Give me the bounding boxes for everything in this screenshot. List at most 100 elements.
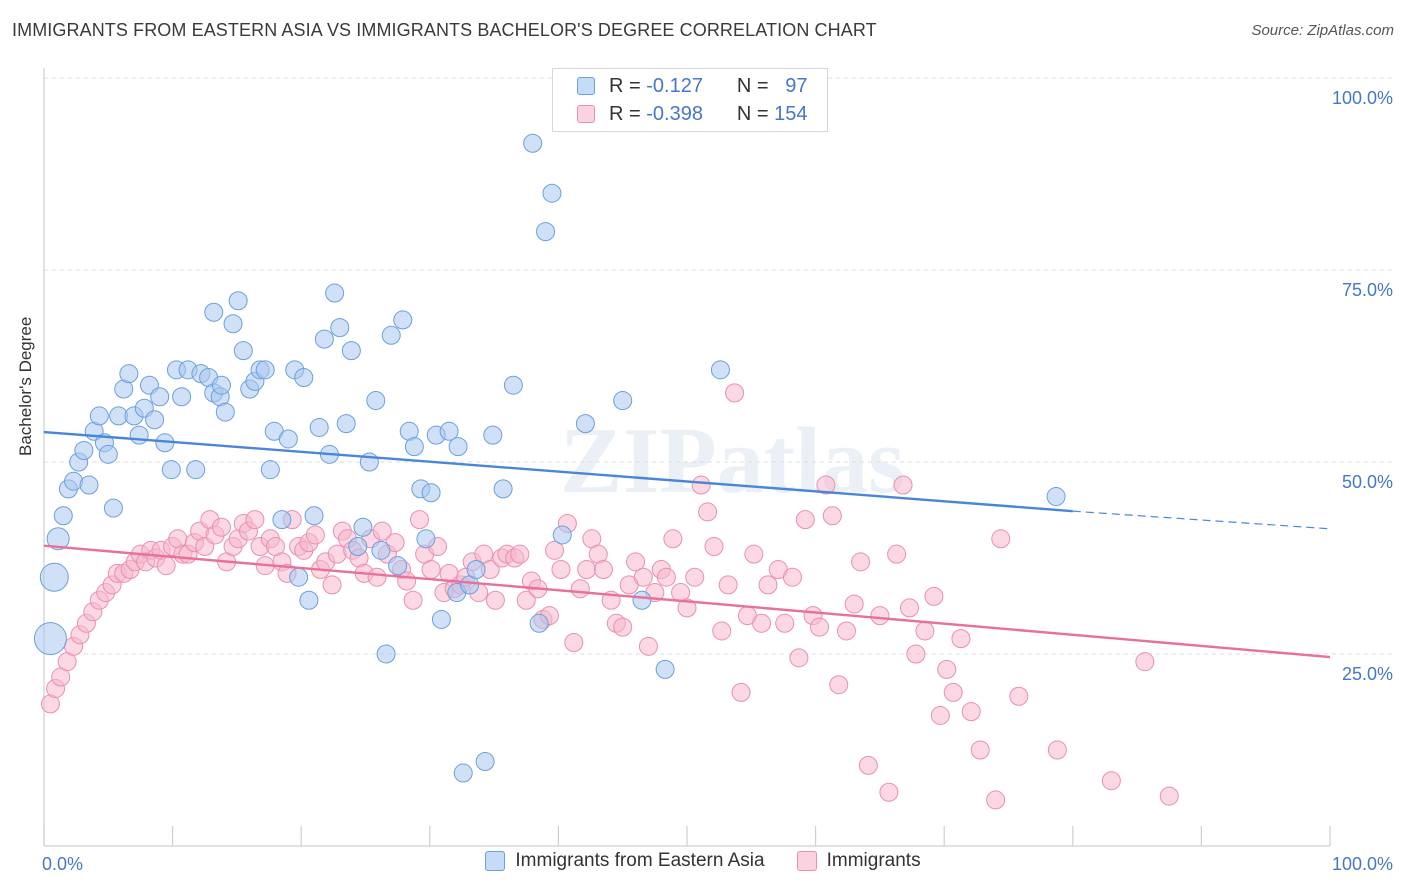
legend-n-label: N =: [736, 102, 769, 125]
legend-row-immigrants: R = -0.398 N = 154: [577, 101, 808, 127]
data-point: [570, 579, 590, 599]
data-point: [633, 567, 653, 587]
watermark: ZIPatlas: [560, 409, 905, 513]
data-point: [376, 644, 396, 664]
data-point: [915, 621, 935, 641]
data-point: [393, 310, 413, 330]
data-point: [129, 425, 149, 445]
data-point: [626, 552, 646, 572]
data-point: [305, 525, 325, 545]
data-point: [204, 302, 224, 322]
series-eastern-asia: [33, 133, 1066, 783]
data-point: [937, 659, 957, 679]
data-point: [33, 622, 67, 656]
data-point: [879, 782, 899, 802]
data-point: [1046, 487, 1066, 507]
data-point: [145, 410, 165, 430]
data-point: [186, 460, 206, 480]
data-point: [844, 594, 864, 614]
data-point: [775, 613, 795, 633]
data-point: [294, 368, 314, 388]
legend-swatch-blue: [577, 77, 595, 95]
data-point: [893, 475, 913, 495]
data-point: [211, 375, 231, 395]
data-point: [961, 702, 981, 722]
data-point: [789, 648, 809, 668]
y-tick-label: 25.0%: [1342, 664, 1393, 684]
data-point: [744, 544, 764, 564]
data-point: [309, 417, 329, 437]
data-point: [410, 510, 430, 530]
data-point: [289, 567, 309, 587]
data-point: [691, 475, 711, 495]
data-point: [698, 502, 718, 522]
data-point: [551, 560, 571, 580]
data-point: [404, 437, 424, 457]
data-point: [245, 510, 265, 530]
data-point: [304, 506, 324, 526]
data-point: [156, 556, 176, 576]
data-point: [870, 606, 890, 626]
data-point: [98, 444, 118, 464]
data-point: [638, 636, 658, 656]
y-axis-label: Bachelor's Degree: [16, 316, 35, 456]
tick-labels: 25.0% 50.0% 75.0% 100.0% 0.0% 100.0%: [42, 88, 1393, 874]
data-point: [986, 790, 1006, 810]
data-point: [552, 525, 572, 545]
data-point: [575, 414, 595, 434]
data-point: [448, 437, 468, 457]
legend-swatch-pink: [796, 851, 817, 871]
legend-item-immigrants[interactable]: Immigrants: [796, 850, 921, 872]
data-point: [613, 391, 633, 411]
data-point: [255, 360, 275, 380]
data-point: [330, 318, 350, 338]
legend-n-value: 154: [774, 102, 808, 125]
data-point: [475, 752, 495, 772]
legend-row-eastern-asia: R = -0.127 N = 97: [577, 73, 808, 99]
data-point: [325, 283, 345, 303]
data-point: [388, 556, 408, 576]
data-point: [704, 536, 724, 556]
data-point: [103, 498, 123, 518]
data-point: [924, 586, 944, 606]
data-point: [725, 383, 745, 403]
trend-line-eastern-asia: [43, 430, 1073, 513]
data-point: [466, 560, 486, 580]
data-point: [677, 598, 697, 618]
trend-lines: [43, 430, 1331, 659]
data-point: [485, 590, 505, 610]
x-tick-label: 100.0%: [1332, 854, 1393, 874]
data-point: [431, 609, 451, 629]
data-point: [906, 644, 926, 664]
data-point: [536, 222, 556, 242]
data-point: [1135, 652, 1155, 672]
y-tick-label: 75.0%: [1342, 280, 1393, 300]
data-point: [336, 414, 356, 434]
data-point: [970, 740, 990, 760]
data-point: [453, 763, 473, 783]
data-point: [211, 517, 231, 537]
data-point: [53, 506, 73, 526]
data-point: [89, 406, 109, 426]
data-point: [656, 567, 676, 587]
data-point: [731, 682, 751, 702]
data-point: [836, 621, 856, 641]
legend-r-value: -0.398: [646, 102, 703, 125]
source-label: Source: ZipAtlas.com: [1251, 22, 1394, 39]
data-point: [172, 387, 192, 407]
data-point: [822, 506, 842, 526]
x-tick-label: 0.0%: [42, 854, 83, 874]
data-point: [299, 590, 319, 610]
series-legend: Immigrants from Eastern Asia Immigrants: [0, 850, 1406, 872]
legend-r-label: R =: [609, 74, 641, 97]
data-point: [795, 510, 815, 530]
data-point: [367, 567, 387, 587]
data-point: [545, 540, 565, 560]
data-point: [371, 540, 391, 560]
legend-item-eastern-asia[interactable]: Immigrants from Eastern Asia: [485, 850, 765, 872]
data-point: [366, 391, 386, 411]
data-point: [516, 590, 536, 610]
data-point: [523, 133, 543, 153]
data-point: [74, 440, 94, 460]
correlation-legend: R = -0.127 N = 97 R = -0.398 N = 154: [552, 68, 828, 132]
